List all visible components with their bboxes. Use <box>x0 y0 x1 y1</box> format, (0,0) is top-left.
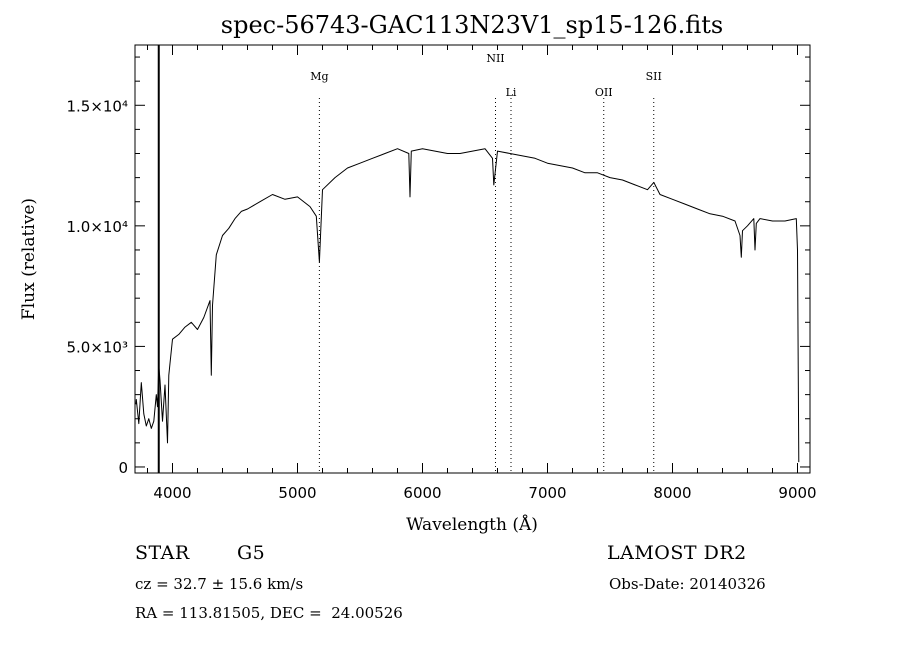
chart-title: spec-56743-GAC113N23V1_sp15-126.fits <box>221 11 723 39</box>
x-tick-label: 9000 <box>778 484 816 502</box>
y-tick-label: 5.0×10³ <box>66 338 128 356</box>
line-label: Li <box>506 86 517 99</box>
x-tick-label: 7000 <box>528 484 566 502</box>
line-label: SII <box>646 70 662 83</box>
x-tick-label: 5000 <box>278 484 316 502</box>
y-tick-label: 1.5×10⁴ <box>66 97 128 115</box>
x-tick-label: 4000 <box>153 484 191 502</box>
y-axis-label: Flux (relative) <box>19 198 39 320</box>
line-label: Mg <box>310 70 328 83</box>
line-label: NII <box>486 52 504 65</box>
spectral-subclass: G5 <box>237 542 266 564</box>
y-tick-label: 1.0×10⁴ <box>66 218 128 236</box>
x-axis-label: Wavelength (Å) <box>406 514 538 535</box>
spectrum-chart: spec-56743-GAC113N23V1_sp15-126.fits Mg N… <box>19 11 817 535</box>
coordinates: RA = 113.81505, DEC = 24.00526 <box>135 604 403 622</box>
plot-area: Mg NII Li OII SII 4000 5000 6000 7000 8000 9000 0 5.… <box>66 44 817 502</box>
line-label: OII <box>595 86 613 99</box>
spectrum-line <box>135 148 800 463</box>
object-class: STAR <box>135 542 190 564</box>
survey-name: LAMOST DR2 <box>607 542 747 564</box>
x-tick-label: 8000 <box>653 484 691 502</box>
y-tick-label: 0 <box>118 459 128 477</box>
x-tick-label: 6000 <box>403 484 441 502</box>
obs-date: Obs-Date: 20140326 <box>609 575 766 593</box>
plot-frame <box>134 44 811 474</box>
redshift-text: cz = 32.7 ± 15.6 km/s <box>135 575 304 593</box>
